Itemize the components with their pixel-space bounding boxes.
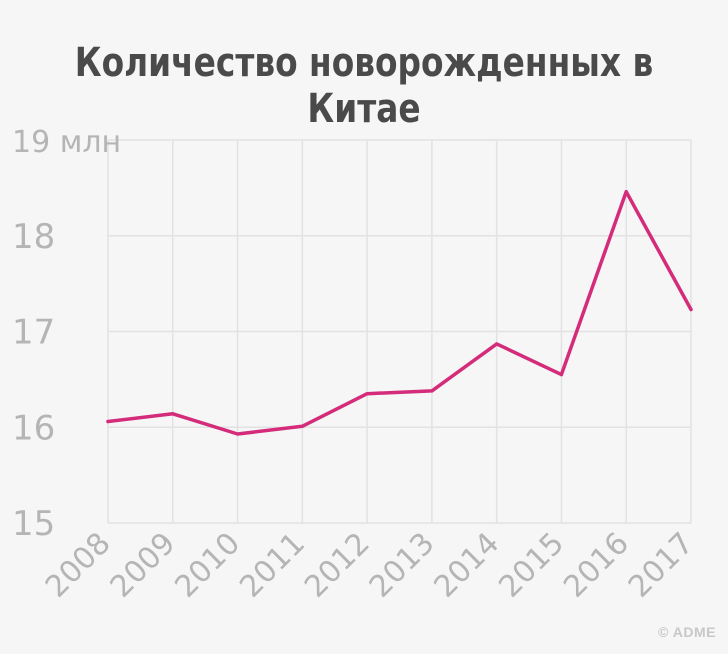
data-point-2008 <box>106 419 110 424</box>
chart-title: Количество новорожденных в Китае <box>74 40 654 132</box>
y-tick-label: 15 <box>12 504 55 544</box>
x-tick-label: 2017 <box>622 526 701 605</box>
x-tick-label: 2013 <box>363 526 442 605</box>
x-tick-label: 2016 <box>557 526 636 605</box>
data-point-2015 <box>559 372 564 377</box>
data-point-2009 <box>171 412 175 416</box>
series-line-0 <box>106 189 693 436</box>
data-point-2014 <box>495 342 499 346</box>
x-tick-label: 2009 <box>104 526 183 605</box>
chart-grid <box>107 139 692 524</box>
y-tick-label: 16 <box>12 408 55 448</box>
x-tick-label: 2015 <box>492 526 571 605</box>
x-tick-label: 2011 <box>233 526 312 605</box>
x-tick-label: 2014 <box>428 526 507 605</box>
data-point-2016 <box>624 190 628 194</box>
data-point-2011 <box>300 424 304 428</box>
data-point-2017 <box>689 307 693 312</box>
data-point-2012 <box>365 392 369 396</box>
data-point-2013 <box>430 389 434 393</box>
y-tick-label: 18 <box>12 217 55 257</box>
y-tick-label: 17 <box>12 313 55 353</box>
series-group <box>106 189 693 436</box>
watermark: © ADME <box>658 624 716 640</box>
y-tick-label: 19 млн <box>12 125 121 160</box>
data-point-2010 <box>235 432 240 436</box>
x-tick-label: 2012 <box>298 526 377 605</box>
y-axis-labels: 19 млн 18 17 16 15 <box>12 125 121 544</box>
x-tick-label: 2010 <box>168 526 247 605</box>
